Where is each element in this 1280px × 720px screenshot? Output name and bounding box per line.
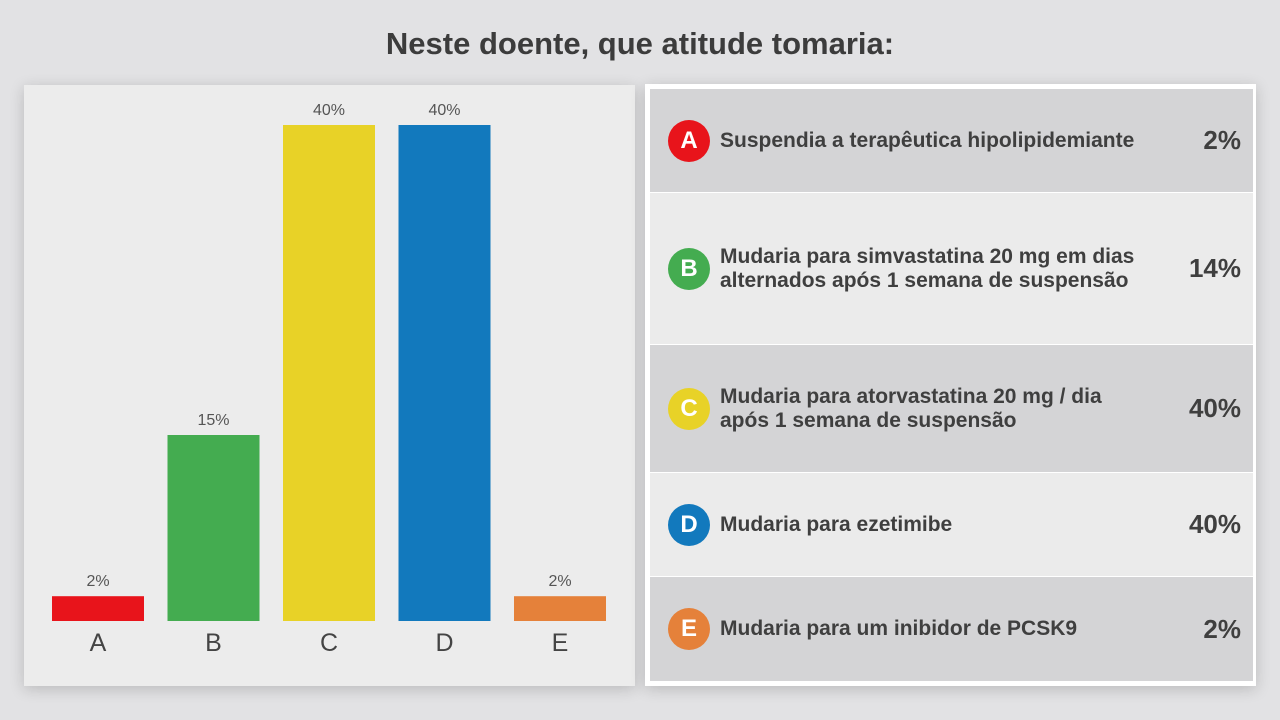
bar-value-label-d: 40% [428, 102, 460, 119]
category-label-c: C [320, 629, 338, 657]
option-e[interactable]: E Mudaria para um inibidor de PCSK9 2% [650, 577, 1253, 681]
category-label-b: B [205, 629, 222, 657]
option-a[interactable]: A Suspendia a terapêutica hipolipidemian… [650, 89, 1253, 192]
answer-options-panel: A Suspendia a terapêutica hipolipidemian… [645, 84, 1256, 686]
option-c[interactable]: C Mudaria para atorvastatina 20 mg / dia… [650, 345, 1253, 472]
option-e-badge: E [668, 608, 710, 650]
category-label-d: D [435, 629, 453, 657]
option-a-percent: 2% [1203, 125, 1241, 155]
option-e-text: Mudaria para um inibidor de PCSK9 [720, 617, 1078, 640]
bar-c [283, 125, 375, 621]
option-a-text: Suspendia a terapêutica hipolipidemiante [720, 128, 1135, 152]
option-a-badge: A [668, 119, 710, 162]
bar-value-label-e: 2% [548, 573, 571, 590]
option-d-badge: D [668, 503, 710, 546]
bar-chart-svg: 2% A 15% B 40% C 40% D 2% E [52, 102, 606, 657]
bar-e [514, 596, 606, 621]
option-b-percent: 14% [1188, 253, 1241, 283]
option-b[interactable]: B Mudaria para simvastatina 20 mg em dia… [650, 193, 1253, 344]
bar-d [398, 125, 491, 621]
bar-b [167, 435, 260, 621]
category-label-e: E [552, 629, 569, 657]
option-c-badge: C [668, 387, 710, 430]
option-c-text: Mudaria para atorvastatina 20 mg / dia a… [720, 384, 1102, 432]
option-b-badge: B [668, 247, 710, 290]
option-c-percent: 40% [1188, 393, 1241, 423]
option-d-text: Mudaria para ezetimibe [720, 512, 953, 536]
question-title: Neste doente, que atitude tomaria: [385, 26, 895, 61]
category-label-a: A [90, 629, 107, 657]
bar-value-label-a: 2% [86, 573, 109, 590]
option-b-text: Mudaria para simvastatina 20 mg em dias … [720, 244, 1135, 292]
bar-value-label-c: 40% [313, 102, 345, 119]
bar-value-label-b: 15% [197, 412, 229, 429]
option-e-percent: 2% [1203, 613, 1241, 644]
bar-a [52, 596, 144, 621]
results-chart: 2% A 15% B 40% C 40% D 2% E [24, 85, 635, 686]
option-d[interactable]: D Mudaria para ezetimibe 40% [650, 473, 1253, 576]
option-d-percent: 40% [1188, 509, 1241, 539]
